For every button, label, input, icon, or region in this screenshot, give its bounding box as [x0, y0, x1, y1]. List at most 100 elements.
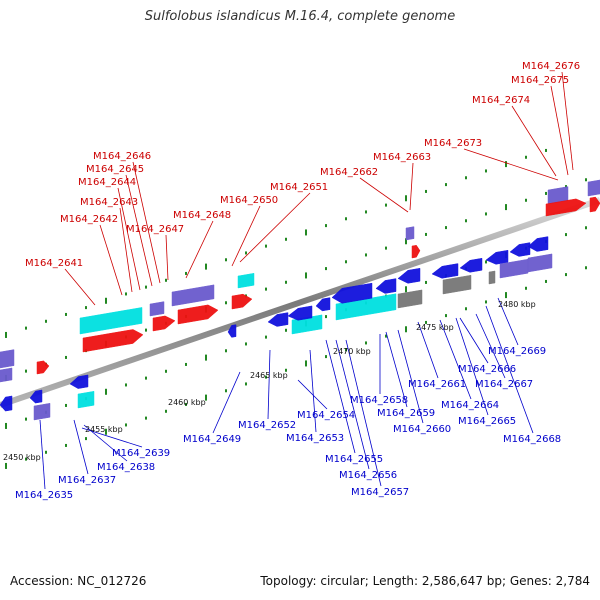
gene-label-reverse: M164_2657	[351, 487, 409, 498]
tick-mark	[105, 428, 107, 435]
tick-mark	[405, 326, 407, 333]
reverse_cds-feature	[397, 267, 421, 284]
forward_cds-feature	[152, 315, 176, 332]
reverse_cds-feature	[375, 278, 397, 294]
tick-mark	[485, 300, 487, 304]
leader-line	[125, 174, 153, 287]
tick-mark	[505, 204, 507, 211]
gene-label-reverse: M164_2653	[286, 433, 344, 444]
gene-label-forward: M164_2663	[373, 152, 431, 163]
gene-label-forward: M164_2647	[126, 224, 184, 235]
tick-mark	[445, 314, 447, 318]
pseudo-feature	[149, 301, 165, 317]
tick-mark	[325, 315, 327, 319]
tick-mark	[345, 348, 347, 352]
tick-mark	[465, 307, 467, 311]
tick-mark	[125, 383, 127, 387]
leader-line	[385, 331, 408, 408]
tick-mark	[405, 195, 407, 202]
leader-line	[409, 162, 414, 211]
gene-label-reverse: M164_2649	[183, 434, 241, 445]
gene-label-forward: M164_2651	[270, 182, 328, 193]
tick-mark	[545, 191, 547, 195]
tick-mark	[305, 360, 307, 367]
tick-mark	[5, 462, 7, 469]
tick-mark	[65, 312, 67, 316]
tick-mark	[125, 423, 127, 427]
tick-mark	[565, 185, 567, 189]
ruler-label: 2470 kbp	[333, 347, 371, 356]
reverse_cds-feature	[227, 324, 237, 338]
leader-line	[511, 105, 557, 177]
tick-mark	[545, 279, 547, 283]
leader-line	[359, 177, 409, 213]
tick-mark	[345, 217, 347, 221]
tick-mark	[505, 292, 507, 299]
tick-mark	[485, 169, 487, 173]
leader-lines-layer	[39, 71, 574, 490]
gene-label-reverse: M164_2667	[475, 379, 533, 390]
rna-feature	[79, 307, 143, 335]
tick-mark	[285, 328, 287, 332]
tick-mark	[525, 155, 527, 159]
reverse_cds-feature	[431, 263, 459, 279]
pseudo-feature	[587, 179, 600, 197]
reverse_cds-feature	[0, 395, 13, 412]
tick-mark	[405, 238, 407, 245]
forward_cds-feature	[82, 329, 144, 353]
tick-mark	[485, 260, 487, 264]
genome-stats-text: Topology: circular; Length: 2,586,647 bp…	[260, 574, 590, 588]
tick-mark	[425, 189, 427, 193]
gene-label-forward: M164_2648	[173, 210, 231, 221]
other-feature	[442, 274, 472, 295]
tick-mark	[245, 382, 247, 386]
leader-line	[550, 85, 569, 176]
tick-mark	[45, 450, 47, 454]
ruler-label: 2460 kbp	[168, 398, 206, 407]
reverse_cds-feature	[267, 312, 289, 327]
tick-mark	[425, 320, 427, 324]
tick-mark	[225, 349, 227, 353]
gene-label-reverse: M164_2665	[458, 416, 516, 427]
tick-mark	[465, 219, 467, 223]
rna-feature	[77, 390, 95, 409]
reverse_cds-feature	[29, 389, 43, 404]
leader-line	[267, 349, 271, 420]
leader-line	[309, 349, 317, 433]
accession-text: Accession: NC_012726	[10, 574, 147, 588]
gene-label-reverse: M164_2666	[458, 364, 516, 375]
tick-mark	[85, 437, 87, 441]
tick-mark	[245, 251, 247, 255]
ruler-label: 2480 kbp	[498, 300, 536, 309]
tick-mark	[385, 334, 387, 338]
gene-label-forward: M164_2642	[60, 214, 118, 225]
leader-line	[239, 192, 311, 263]
tick-mark	[25, 457, 27, 461]
gene-label-forward: M164_2675	[511, 75, 569, 86]
tick-mark	[585, 266, 587, 270]
forward_cds-feature	[231, 293, 253, 310]
tick-mark	[305, 272, 307, 279]
tick-mark	[445, 183, 447, 187]
tick-mark	[105, 297, 107, 304]
tick-mark	[185, 271, 187, 275]
gene-label-forward: M164_2662	[320, 167, 378, 178]
leader-line	[64, 268, 96, 306]
tick-mark	[585, 226, 587, 230]
tick-mark	[205, 354, 207, 361]
leader-line	[81, 427, 143, 448]
gene-label-reverse: M164_2638	[97, 462, 155, 473]
tick-mark	[145, 285, 147, 289]
tick-mark	[5, 422, 7, 429]
leader-line	[132, 161, 161, 284]
reverse_cds-feature	[69, 374, 89, 389]
tick-mark	[565, 273, 567, 277]
tick-mark	[165, 278, 167, 282]
tick-mark	[365, 210, 367, 214]
gene-label-forward: M164_2641	[25, 258, 83, 269]
tick-mark	[225, 301, 227, 305]
tick-mark	[65, 443, 67, 447]
tick-mark	[225, 258, 227, 262]
leader-line	[397, 329, 424, 424]
